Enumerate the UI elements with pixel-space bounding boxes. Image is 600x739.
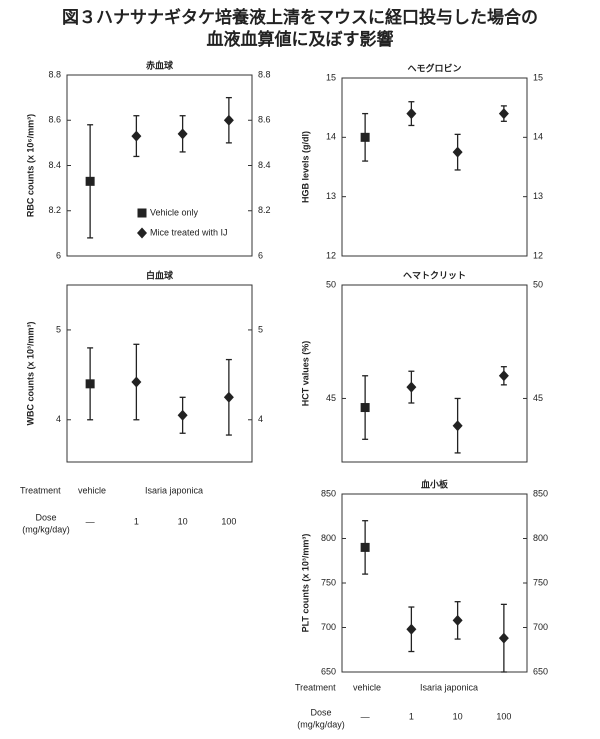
y-tick-label: 4	[56, 414, 61, 424]
y2-tick-label: 700	[533, 622, 548, 632]
y2-tick-label: 8.6	[258, 115, 271, 125]
marker-diamond	[452, 420, 463, 432]
table-label: Dose	[310, 707, 331, 717]
marker-square	[85, 176, 95, 186]
marker-square	[360, 403, 370, 413]
y-tick-label: 800	[321, 533, 336, 543]
y-tick-label: 750	[321, 577, 336, 587]
y-tick-label: 6	[56, 250, 61, 260]
chart-title: ヘマトクリット	[403, 270, 466, 280]
y2-tick-label: 650	[533, 666, 548, 676]
y-tick-label: 650	[321, 666, 336, 676]
y-tick-label: 850	[321, 488, 336, 498]
y2-tick-label: 750	[533, 577, 548, 587]
plot-frame	[66, 284, 253, 463]
y-axis-label: RBC counts (x 10⁶/mm³)	[25, 114, 35, 217]
y2-tick-label: 8.8	[258, 69, 271, 79]
y-tick-label: 8.4	[48, 160, 61, 170]
table-cell: —	[86, 516, 95, 526]
marker-diamond	[406, 623, 417, 635]
marker-square	[137, 208, 147, 218]
y2-tick-label: 4	[258, 414, 263, 424]
table-cell: 1	[409, 711, 414, 721]
plot-frame	[341, 77, 528, 257]
chart-title: ヘモグロビン	[407, 62, 461, 73]
table-cell: vehicle	[353, 682, 381, 692]
table-cell: vehicle	[78, 485, 106, 495]
y-tick-label: 15	[326, 72, 336, 82]
table-cell: 10	[453, 711, 463, 721]
plot-frame	[341, 284, 528, 463]
y-tick-label: 8.2	[48, 205, 61, 215]
legend-label: Mice treated with IJ	[150, 227, 228, 237]
marker-square	[85, 379, 95, 389]
y-axis-label: HCT values (%)	[300, 341, 310, 407]
table-label: Dose	[35, 512, 56, 522]
figure-title: 図３ハナサナギタケ培養液上清をマウスに経口投与した場合の	[62, 7, 538, 28]
y-axis-label: HGB levels (g/dl)	[300, 131, 310, 203]
y2-tick-label: 15	[533, 72, 543, 82]
chart-title: 白血球	[146, 269, 174, 280]
table-cell: 1	[134, 516, 139, 526]
y-tick-label: 700	[321, 622, 336, 632]
y2-tick-label: 45	[533, 393, 543, 403]
table-cell: 100	[496, 711, 511, 721]
marker-square	[360, 132, 370, 142]
table-cell: 100	[221, 516, 236, 526]
y-tick-label: 5	[56, 324, 61, 334]
marker-diamond	[498, 108, 509, 120]
y2-tick-label: 8.4	[258, 160, 271, 170]
y-tick-label: 50	[326, 279, 336, 289]
marker-diamond	[406, 381, 417, 393]
table-label: Treatment	[295, 682, 336, 692]
y2-tick-label: 12	[533, 250, 543, 260]
table-label: Treatment	[20, 485, 61, 495]
y2-tick-label: 800	[533, 533, 548, 543]
table-cell: Isaria japonica	[420, 682, 478, 692]
y2-tick-label: 5	[258, 324, 263, 334]
marker-square	[360, 542, 370, 552]
y-tick-label: 12	[326, 250, 336, 260]
plot-frame	[341, 493, 528, 673]
y2-tick-label: 50	[533, 279, 543, 289]
marker-diamond	[452, 614, 463, 626]
marker-diamond	[498, 632, 509, 644]
y-tick-label: 8.6	[48, 115, 61, 125]
marker-diamond	[177, 128, 188, 140]
y2-tick-label: 13	[533, 191, 543, 201]
y2-tick-label: 850	[533, 488, 548, 498]
legend-label: Vehicle only	[150, 207, 199, 217]
marker-diamond	[137, 227, 147, 239]
marker-diamond	[131, 376, 142, 388]
y-tick-label: 14	[326, 132, 336, 142]
table-cell: Isaria japonica	[145, 485, 203, 495]
y-axis-label: WBC counts (x 10³/mm³)	[25, 321, 35, 425]
y-tick-label: 45	[326, 393, 336, 403]
marker-diamond	[177, 409, 188, 421]
table-cell: 10	[178, 516, 188, 526]
table-label: (mg/kg/day)	[297, 719, 345, 729]
y2-tick-label: 6	[258, 250, 263, 260]
marker-diamond	[131, 130, 142, 142]
chart-title: 血小板	[421, 478, 449, 489]
y-axis-label: PLT counts (x 10³/mm³)	[300, 534, 310, 633]
table-label: (mg/kg/day)	[22, 524, 70, 534]
y-tick-label: 8.8	[48, 69, 61, 79]
marker-diamond	[406, 108, 417, 120]
figure-title: 血液血算値に及ぼす影響	[207, 29, 394, 50]
y2-tick-label: 8.2	[258, 205, 271, 215]
table-cell: —	[361, 711, 370, 721]
y2-tick-label: 14	[533, 132, 543, 142]
marker-diamond	[452, 146, 463, 158]
chart-title: 赤血球	[146, 59, 174, 70]
marker-diamond	[223, 114, 234, 126]
marker-diamond	[223, 391, 234, 403]
marker-diamond	[498, 370, 509, 382]
y-tick-label: 13	[326, 191, 336, 201]
